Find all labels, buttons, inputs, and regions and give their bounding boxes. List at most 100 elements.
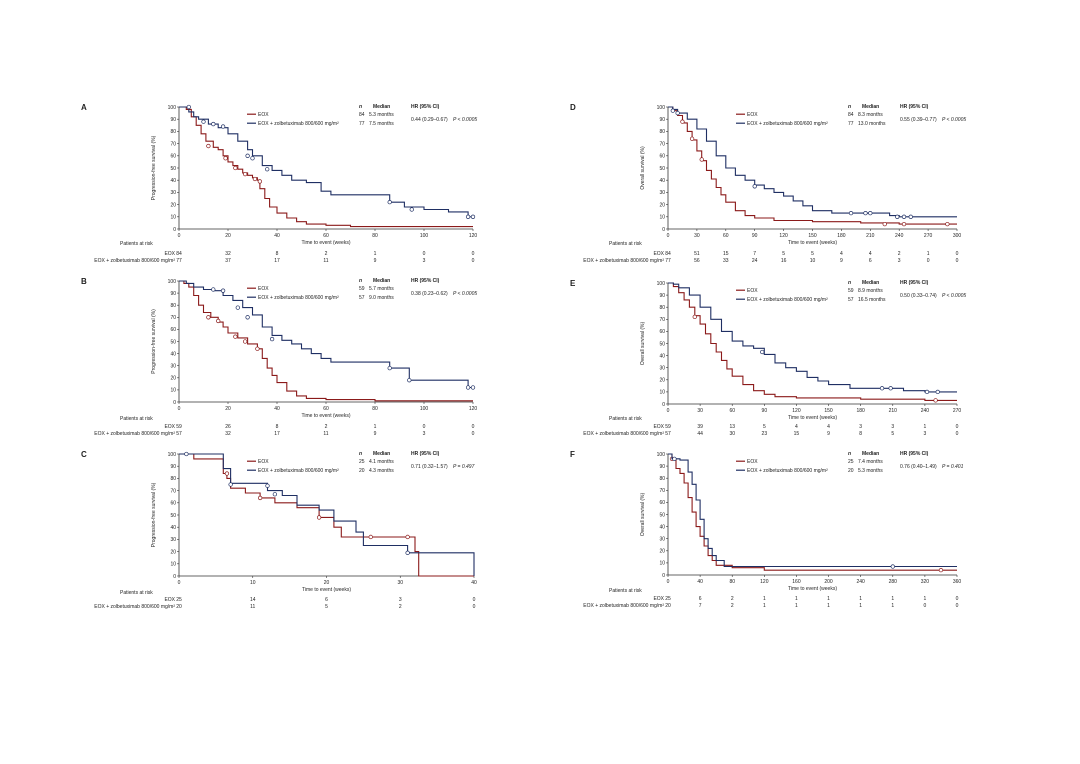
- risk-row-label: EOX + zolbetuximab 800/600 mg/m²: [94, 604, 175, 610]
- legend-header-n: n: [359, 104, 362, 110]
- y-tick-label: 0: [662, 573, 665, 579]
- y-tick-label: 20: [170, 376, 176, 382]
- censor-mark-eox: [882, 221, 887, 227]
- legend-median: 5.3 months: [858, 468, 883, 474]
- risk-value: 2: [325, 251, 328, 257]
- risk-row-label: EOX + zolbetuximab 800/600 mg/m²: [583, 603, 664, 609]
- x-tick-label: 40: [471, 580, 477, 586]
- y-tick-label: 40: [170, 351, 176, 357]
- legend-label: EOX: [747, 112, 758, 118]
- x-tick-label: 240: [921, 408, 930, 414]
- legend-header-median: Median: [373, 278, 390, 284]
- risk-value: 15: [794, 431, 800, 437]
- legend-header-n: n: [359, 278, 362, 284]
- y-tick-label: 20: [659, 202, 665, 208]
- risk-value: 17: [274, 431, 280, 437]
- legend-p-value: P = 0.401: [942, 464, 964, 470]
- y-tick-label: 30: [659, 190, 665, 196]
- risk-value: 0: [472, 251, 475, 257]
- legend-header-n: n: [848, 280, 851, 286]
- y-tick-label: 80: [659, 305, 665, 311]
- x-tick-label: 80: [372, 406, 378, 412]
- censor-mark-eox: [257, 179, 263, 184]
- y-tick-label: 80: [659, 476, 665, 482]
- risk-value: 0: [927, 258, 930, 264]
- legend-header-hr: HR (95% CI): [411, 104, 440, 110]
- risk-value: 5: [891, 431, 894, 437]
- y-tick-label: 100: [657, 105, 666, 111]
- x-tick-label: 320: [921, 579, 930, 585]
- legend-median: 7.4 months: [858, 459, 883, 465]
- legend-median: 13.0 months: [858, 121, 886, 127]
- censor-mark-zolbetuximab: [220, 288, 226, 293]
- censor-mark-eox: [206, 143, 211, 149]
- y-tick-label: 30: [659, 366, 665, 372]
- legend-header-median: Median: [862, 104, 879, 110]
- censor-mark-zolbetuximab: [220, 124, 226, 129]
- y-axis-label: Overall survival (%): [640, 321, 646, 365]
- censor-mark-eox: [368, 534, 373, 540]
- censor-mark-eox: [901, 221, 907, 227]
- censor-mark-zolbetuximab: [670, 108, 675, 113]
- legend-n: 20: [848, 468, 854, 474]
- y-tick-label: 60: [659, 154, 665, 160]
- censor-mark-zolbetuximab: [184, 451, 189, 457]
- censor-mark-zolbetuximab: [235, 305, 240, 310]
- y-axis-label: Overall survival (%): [640, 146, 646, 190]
- risk-table-title: Patients at risk: [609, 588, 642, 594]
- y-tick-label: 40: [659, 353, 665, 359]
- x-tick-label: 30: [697, 408, 703, 414]
- censor-mark-zolbetuximab: [760, 349, 765, 355]
- risk-value: 0: [472, 424, 475, 430]
- risk-value: 3: [891, 424, 894, 430]
- y-tick-label: 80: [170, 476, 176, 482]
- legend-header-hr: HR (95% CI): [900, 451, 929, 457]
- x-tick-label: 40: [697, 579, 703, 585]
- risk-value: 1: [891, 596, 894, 602]
- legend-n: 84: [848, 112, 854, 118]
- legend-hr: 0.71 (0.32–1.57): [411, 464, 448, 470]
- legend-header-hr: HR (95% CI): [411, 451, 440, 457]
- y-tick-label: 20: [659, 378, 665, 384]
- x-tick-label: 270: [924, 233, 933, 239]
- censor-mark-eox: [316, 515, 322, 520]
- y-tick-label: 70: [170, 315, 176, 321]
- y-tick-label: 30: [170, 364, 176, 370]
- risk-value: 5: [782, 251, 785, 257]
- risk-value: 20: [665, 603, 671, 609]
- risk-value: 26: [225, 424, 231, 430]
- legend-n: 84: [359, 112, 365, 118]
- x-tick-label: 80: [372, 233, 378, 239]
- censor-mark-eox: [216, 318, 221, 324]
- y-tick-label: 70: [659, 141, 665, 147]
- censor-mark-zolbetuximab: [752, 184, 757, 189]
- y-tick-label: 10: [659, 561, 665, 567]
- x-tick-label: 240: [895, 233, 904, 239]
- censor-mark-eox: [689, 136, 695, 141]
- risk-value: 1: [859, 596, 862, 602]
- risk-row-label: EOX: [653, 424, 664, 430]
- panel-letter: F: [570, 450, 575, 459]
- y-tick-label: 40: [170, 178, 176, 184]
- risk-value: 1: [859, 603, 862, 609]
- y-tick-label: 0: [662, 227, 665, 233]
- risk-value: 25: [665, 596, 671, 602]
- x-tick-label: 10: [250, 580, 256, 586]
- legend-n: 59: [848, 288, 854, 294]
- x-tick-label: 0: [178, 406, 181, 412]
- legend-label: EOX: [258, 459, 269, 465]
- risk-value: 4: [840, 251, 843, 257]
- x-tick-label: 300: [953, 233, 962, 239]
- risk-value: 4: [869, 251, 872, 257]
- y-tick-label: 90: [170, 464, 176, 470]
- risk-value: 0: [473, 604, 476, 610]
- risk-value: 11: [250, 604, 255, 610]
- censor-mark-eox: [699, 157, 704, 162]
- panel-letter: E: [570, 279, 576, 288]
- censor-mark-zolbetuximab: [888, 386, 893, 391]
- censor-mark-eox: [252, 176, 258, 182]
- risk-value: 7: [753, 251, 756, 257]
